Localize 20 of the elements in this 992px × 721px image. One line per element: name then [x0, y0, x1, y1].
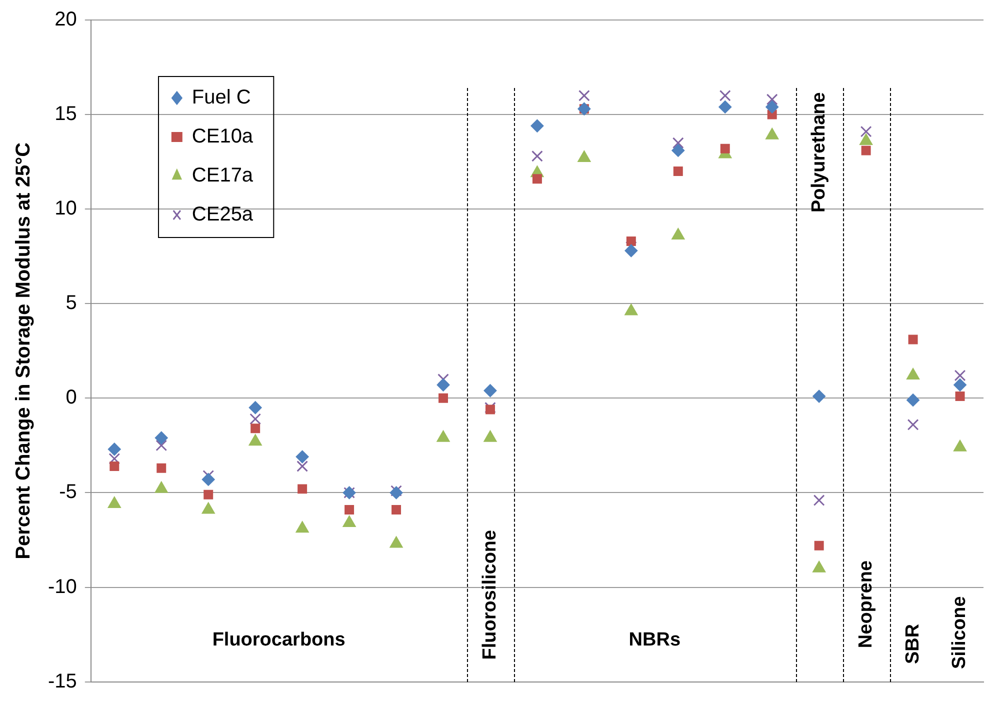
legend-label: CE17a	[192, 164, 254, 187]
annotation: SBR	[902, 624, 924, 664]
y-tick-label: 15	[54, 103, 77, 126]
annotation: Fluorosilicone	[479, 530, 500, 660]
annotation: Silicone	[949, 596, 970, 670]
y-tick-label: 0	[66, 386, 77, 409]
annotation: NBRs	[628, 629, 681, 650]
legend-label: CE25a	[192, 204, 254, 226]
y-tick-label: 20	[54, 8, 77, 31]
legend-label: Fuel C	[192, 86, 251, 109]
y-axis-title: Percent Change in Storage Modulus at 25°C	[12, 142, 35, 560]
y-tick-label: -15	[48, 670, 77, 692]
annotation: Polyurethane	[808, 92, 830, 213]
y-tick-label: 5	[66, 292, 77, 314]
annotation: Fluorocarbons	[212, 629, 346, 650]
annotation: Neoprene	[855, 560, 876, 648]
y-tick-label: 10	[54, 198, 77, 220]
y-tick-label: -10	[48, 576, 77, 598]
y-tick-label: -5	[59, 481, 77, 504]
legend-label: CE10a	[192, 126, 254, 148]
